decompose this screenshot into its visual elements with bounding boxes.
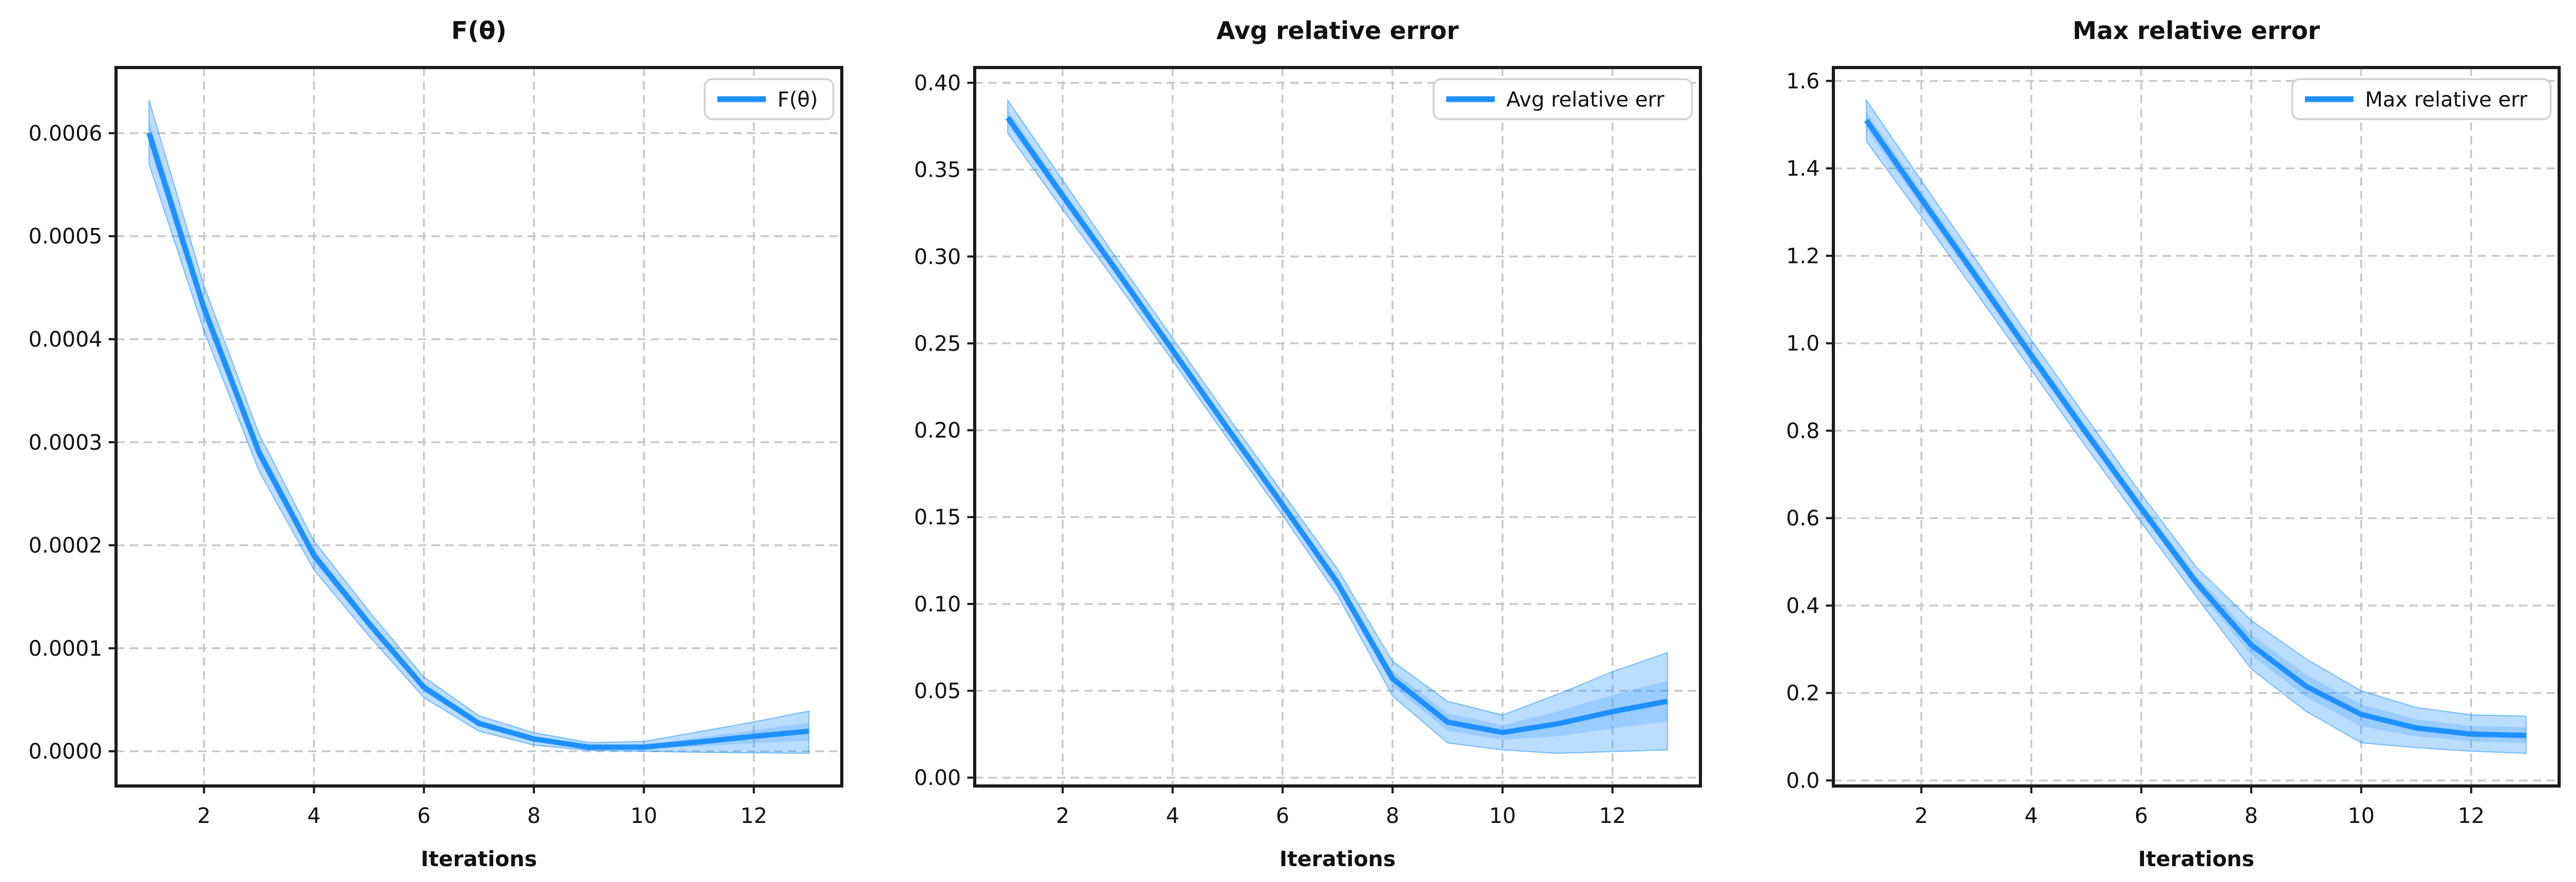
tick-labels: 2 4 6 8 10 12 0.0 0.2 0.4 0.6 0.8 1.0 1.2 1.4 1.6 xyxy=(1786,69,2484,828)
confidence-band-inner xyxy=(1007,110,1668,740)
x-tick-label: 2 xyxy=(1056,804,1069,828)
chart-title: Avg relative error xyxy=(1216,16,1459,45)
y-tick-label: 1.6 xyxy=(1786,69,1820,93)
plot-canvas: F(θ) 2 4 6 8 10 12 0.0000 0.0001 0.0002 0.0003 0.00… xyxy=(28,16,843,871)
y-tick-label: 1.2 xyxy=(1786,244,1820,269)
x-tick-label: 6 xyxy=(2135,804,2148,828)
grid xyxy=(1833,68,2559,786)
x-tick-label: 8 xyxy=(2245,804,2258,828)
legend-label: Max relative err xyxy=(2365,88,2528,112)
tick-marks xyxy=(967,81,1614,793)
y-tick-label: 0.0002 xyxy=(28,534,102,558)
x-tick-label: 8 xyxy=(1386,804,1399,828)
x-tick-label: 4 xyxy=(1166,804,1179,828)
legend: F(θ) xyxy=(704,78,834,120)
x-tick-label: 2 xyxy=(197,804,210,828)
x-tick-label: 6 xyxy=(1276,804,1289,828)
x-axis-label: Iterations xyxy=(421,847,537,871)
y-tick-label: 0.30 xyxy=(914,245,961,269)
y-tick-label: 0.35 xyxy=(914,158,961,183)
legend-label: Avg relative err xyxy=(1506,88,1665,112)
axes-frame xyxy=(973,66,1702,788)
y-tick-label: 0.40 xyxy=(914,71,961,95)
tick-marks xyxy=(1826,80,2473,793)
grid xyxy=(116,68,842,786)
y-tick-label: 0.4 xyxy=(1786,594,1820,618)
y-tick-label: 0.0003 xyxy=(28,430,102,455)
plot-canvas: Avg relative error 2 4 6 8 10 12 0.00 0.05 0.10 0.… xyxy=(914,16,1702,871)
y-tick-label: 0.2 xyxy=(1786,682,1820,706)
y-tick-label: 0.15 xyxy=(914,505,961,530)
chart-title: F(θ) xyxy=(451,16,506,45)
y-tick-label: 0.8 xyxy=(1786,419,1820,443)
grid xyxy=(975,68,1700,786)
y-tick-label: 0.0004 xyxy=(28,328,102,352)
chart-f-theta: F(θ) 2 4 6 8 10 12 0.0000 0.0001 0.0002 0.0003 0.00… xyxy=(0,0,859,882)
y-tick-label: 0.0 xyxy=(1786,769,1820,793)
plot-canvas: Max relative error 2 4 6 8 10 12 0.0 0.2 0.4 0.6 0.… xyxy=(1786,16,2561,871)
x-axis-label: Iterations xyxy=(2138,847,2254,871)
chart-avg-relative-error: Avg relative error 2 4 6 8 10 12 0.00 0.05 0.10 0.… xyxy=(859,0,1717,882)
x-tick-label: 12 xyxy=(2458,804,2485,828)
legend-box xyxy=(1433,78,1693,120)
series-line xyxy=(1005,116,1668,735)
confidence-band xyxy=(1007,98,1668,754)
x-tick-label: 10 xyxy=(2348,804,2375,828)
y-tick-label: 1.4 xyxy=(1786,157,1820,181)
chart-title: Max relative error xyxy=(2072,16,2320,45)
y-tick-label: 0.0005 xyxy=(28,225,102,249)
x-tick-label: 12 xyxy=(741,804,767,828)
axes-frame xyxy=(1832,66,2561,788)
x-tick-label: 6 xyxy=(417,804,430,828)
x-axis-label: Iterations xyxy=(1280,847,1396,871)
confidence-band xyxy=(148,100,810,754)
tick-labels: 2 4 6 8 10 12 0.0000 0.0001 0.0002 0.0003 0.0004 0.… xyxy=(28,121,767,828)
x-tick-label: 2 xyxy=(1915,804,1928,828)
y-tick-label: 0.25 xyxy=(914,332,961,356)
series-line xyxy=(146,132,809,750)
x-tick-label: 12 xyxy=(1599,804,1626,828)
y-tick-label: 1.0 xyxy=(1786,332,1820,356)
chart-max-relative-error: Max relative error 2 4 6 8 10 12 0.0 0.2 0.4 0.6 0.… xyxy=(1717,0,2576,882)
legend: Max relative err xyxy=(2291,78,2552,120)
y-tick-label: 0.00 xyxy=(914,766,961,790)
y-tick-label: 0.05 xyxy=(914,679,961,704)
series-line xyxy=(1864,119,2526,739)
x-tick-label: 4 xyxy=(2025,804,2038,828)
y-tick-label: 0.20 xyxy=(914,419,961,443)
y-tick-label: 0.6 xyxy=(1786,506,1820,531)
y-tick-label: 0.10 xyxy=(914,592,961,617)
x-tick-label: 10 xyxy=(630,804,657,828)
confidence-band-inner xyxy=(1866,112,2526,743)
axes-frame xyxy=(114,66,843,788)
legend-label: F(θ) xyxy=(777,88,818,112)
legend: Avg relative err xyxy=(1433,78,1693,120)
legend-box xyxy=(2291,78,2552,120)
tick-marks xyxy=(109,132,755,793)
confidence-band xyxy=(1866,98,2527,754)
y-tick-label: 0.0001 xyxy=(28,637,102,661)
y-tick-label: 0.0000 xyxy=(28,740,102,764)
tick-labels: 2 4 6 8 10 12 0.00 0.05 0.10 0.15 0.20 0.25 0.30 0.35… xyxy=(914,71,1626,828)
y-tick-label: 0.0006 xyxy=(28,121,102,146)
x-tick-label: 8 xyxy=(527,804,541,828)
x-tick-label: 4 xyxy=(307,804,321,828)
legend-box xyxy=(704,78,834,120)
x-tick-label: 10 xyxy=(1489,804,1516,828)
